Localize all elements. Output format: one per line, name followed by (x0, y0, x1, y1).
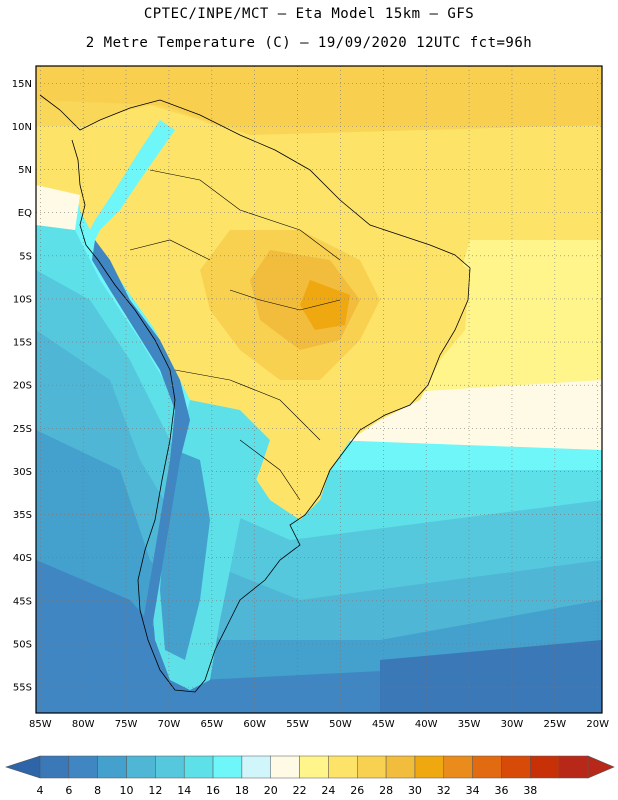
field-andes-south (92, 240, 190, 640)
colorbar-swatch (183, 755, 214, 779)
lat-tick-label: 35S (13, 510, 32, 521)
lon-tick-label: 55W (286, 719, 309, 730)
colorbar-label: 30 (408, 784, 422, 797)
colorbar-swatch (68, 755, 98, 779)
field-interior-hottest (300, 280, 350, 330)
field-andes-north (82, 120, 175, 250)
field-pacific-eq (36, 185, 80, 230)
colorbar-swatch (357, 755, 387, 779)
colorbar-swatch (501, 755, 531, 779)
colorbar-max-arrow (587, 755, 615, 779)
colorbar-label: 10 (120, 784, 134, 797)
lat-tick-label: 20S (13, 381, 32, 392)
colorbar-label: 6 (65, 784, 72, 797)
colorbar-swatch (97, 755, 127, 779)
lat-tick-label: 25S (13, 424, 32, 435)
colorbar-label: 32 (437, 784, 451, 797)
lat-tick-label: 30S (13, 467, 32, 478)
lon-tick-label: 30W (501, 719, 524, 730)
colorbar-swatch (241, 755, 271, 779)
colorbar-min-arrow (5, 755, 41, 779)
colorbar-label: 34 (466, 784, 480, 797)
map-title-model: CPTEC/INPE/MCT – Eta Model 15km – GFS (143, 6, 475, 22)
lon-tick-label: 65W (200, 719, 223, 730)
lat-tick-label: 15S (13, 338, 32, 349)
latitude-labels: 15N 10N 5N EQ 5S 10S 15S 20S 25S 30S 35S 40S 45S 50S 5… (12, 79, 32, 694)
coastline (39, 94, 471, 693)
lon-tick-label: 40W (415, 719, 438, 730)
lat-tick-label: 10N (12, 122, 32, 133)
colorbar-swatch (443, 755, 473, 779)
lon-tick-label: 50W (329, 719, 352, 730)
lat-tick-label: 50S (13, 639, 32, 650)
lat-tick-label: 5S (19, 251, 32, 262)
colorbar-swatch (558, 755, 589, 779)
lon-tick-label: 70W (158, 719, 181, 730)
lat-tick-label: 45S (13, 596, 32, 607)
lat-tick-label: 5N (18, 165, 32, 176)
lon-tick-label: 60W (243, 719, 266, 730)
colorbar-label: 36 (494, 784, 508, 797)
colorbar-label: 24 (321, 784, 335, 797)
colorbar-swatch (270, 755, 300, 779)
colorbar-swatch (328, 755, 358, 779)
colorbar-label: 22 (293, 784, 307, 797)
lon-tick-label: 25W (544, 719, 567, 730)
lat-tick-label: 55S (13, 683, 32, 694)
lon-tick-label: 80W (72, 719, 95, 730)
colorbar-swatch (472, 755, 502, 779)
lon-tick-label: 45W (372, 719, 395, 730)
colorbar-label: 20 (264, 784, 278, 797)
colorbar-label: 4 (37, 784, 44, 797)
field-ocean-cool7 (380, 640, 602, 713)
colorbar-label: 14 (177, 784, 191, 797)
longitude-labels: 85W 80W 75W 70W 65W 60W 55W 50W 45W 40W 35W 30W 25W 2… (29, 719, 609, 730)
lon-tick-label: 85W (29, 719, 52, 730)
country-borders (129, 169, 341, 501)
map-frame (35, 65, 603, 714)
colorbar-swatch (385, 755, 416, 779)
colorbar-swatch (530, 755, 560, 779)
lon-tick-label: 20W (586, 719, 609, 730)
lat-tick-label: EQ (18, 208, 32, 219)
lon-tick-label: 35W (458, 719, 481, 730)
lat-tick-label: 40S (13, 553, 32, 564)
colorbar-label: 28 (379, 784, 393, 797)
colorbar-label: 16 (206, 784, 220, 797)
lat-tick-label: 10S (13, 294, 32, 305)
colorbar: 4 6 8 10 12 14 16 18 20 22 24 26 28 30 32 34 36 38 (5, 755, 615, 797)
colorbar-label: 8 (94, 784, 101, 797)
lon-tick-label: 75W (115, 719, 138, 730)
colorbar-swatch (126, 755, 156, 779)
lat-tick-label: 15N (12, 79, 32, 90)
colorbar-swatch (155, 755, 185, 779)
colorbar-swatch (212, 755, 243, 779)
colorbar-label: 26 (350, 784, 364, 797)
map-title-field: 2 Metre Temperature (C) – 19/09/2020 12U… (85, 35, 533, 51)
colorbar-label: 18 (235, 784, 249, 797)
map-field (36, 66, 602, 713)
colorbar-swatch (299, 755, 329, 779)
colorbar-label: 12 (148, 784, 162, 797)
colorbar-label: 38 (523, 784, 537, 797)
colorbar-swatch (39, 755, 70, 779)
colorbar-swatch (414, 755, 445, 779)
